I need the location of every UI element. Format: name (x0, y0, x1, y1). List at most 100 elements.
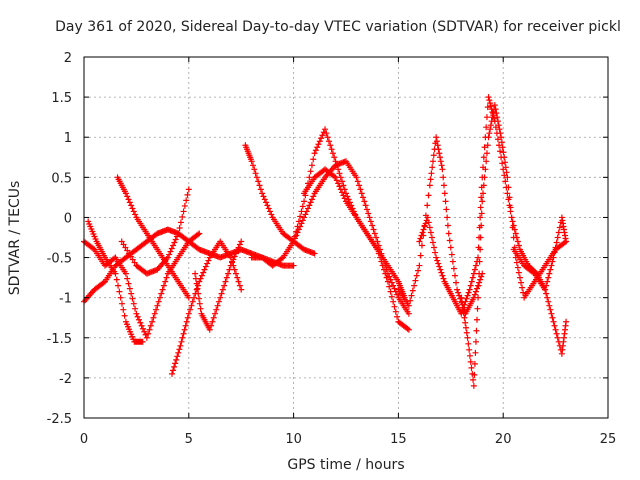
data-point-fill (379, 262, 386, 269)
y-tick-label: 2 (64, 51, 72, 66)
data-point-fill (518, 279, 525, 286)
data-point-fill (465, 289, 472, 296)
data-point (464, 334, 471, 341)
data-point-fill (267, 208, 274, 215)
data-point-fill (509, 218, 516, 225)
y-tick-label: -0.5 (47, 252, 72, 267)
data-point-fill (367, 218, 374, 225)
data-point-fill (366, 214, 373, 221)
data-point-fill (129, 295, 136, 302)
data-point-fill (341, 195, 348, 202)
y-tick-label: -1 (59, 292, 72, 307)
data-point-fill (130, 208, 137, 215)
data-point-fill (520, 289, 527, 296)
data-point-fill (438, 269, 445, 276)
y-tick-label: -2 (59, 372, 72, 387)
data-point-fill (141, 328, 148, 335)
data-point-fill (551, 322, 558, 329)
data-point (426, 182, 433, 189)
data-point-fill (549, 314, 556, 321)
data-point-fill (480, 190, 487, 197)
data-point-fill (320, 129, 327, 136)
data-point-fill (486, 97, 493, 104)
data-point-fill (548, 310, 555, 317)
series-sat-o (510, 214, 570, 293)
data-point-fill (116, 288, 123, 295)
data-point-fill (221, 282, 228, 289)
y-tick-label: 1.5 (51, 91, 72, 106)
data-point-fill (516, 274, 523, 281)
data-point-fill (510, 234, 517, 241)
data-point-fill (371, 230, 378, 237)
data-point-fill (134, 313, 141, 320)
data-point-fill (462, 298, 469, 305)
data-point-fill (257, 186, 264, 193)
data-point-fill (325, 138, 332, 145)
data-point-fill (487, 100, 494, 107)
data-point-fill (440, 275, 447, 282)
data-point-fill (173, 356, 180, 363)
data-point-fill (499, 160, 506, 167)
data-point-fill (487, 126, 494, 133)
x-tick-label: 25 (600, 432, 617, 447)
data-point-fill (483, 114, 490, 121)
data-point-fill (473, 327, 480, 334)
data-point-fill (386, 273, 393, 280)
data-point-fill (394, 313, 401, 320)
data-point-fill (435, 146, 442, 153)
data-point-fill (261, 196, 268, 203)
data-point-fill (120, 306, 127, 313)
data-point-fill (553, 330, 560, 337)
data-point-fill (231, 266, 238, 273)
data-point (439, 166, 446, 173)
data-point (405, 310, 412, 317)
data-point-fill (118, 300, 125, 307)
y-axis-label: SDTVAR / TECUs (7, 181, 23, 296)
data-point-fill (475, 282, 482, 289)
data-point (374, 246, 381, 253)
data-point-fill (477, 214, 484, 221)
data-point (227, 262, 234, 269)
data-point-fill (184, 191, 191, 198)
data-point-fill (139, 325, 146, 332)
data-point-fill (378, 258, 385, 265)
series-sat-n (458, 102, 570, 389)
data-point-fill (167, 248, 174, 255)
data-point-fill (124, 247, 131, 254)
data-point-fill (388, 279, 395, 286)
data-point-fill (544, 294, 551, 301)
data-point-fill (487, 122, 494, 129)
data-point-fill (251, 166, 258, 173)
x-axis-ticks: 0 5 10 15 20 25 (80, 57, 616, 447)
data-point-fill (481, 174, 488, 181)
grid-lines (84, 57, 608, 418)
data-point-fill (307, 168, 314, 175)
data-point-fill (299, 217, 306, 224)
data-point-fill (496, 142, 503, 149)
data-point-fill (184, 314, 191, 321)
data-point (424, 214, 431, 221)
data-point-fill (132, 305, 139, 312)
data-point-fill (466, 346, 473, 353)
data-point-fill (236, 282, 243, 289)
data-point (485, 94, 492, 101)
data-point-fill (471, 291, 478, 298)
data-point-fill (419, 229, 426, 236)
data-point-fill (444, 222, 451, 229)
data-point-fill (340, 192, 347, 199)
data-point-fill (514, 238, 521, 245)
data-point-fill (501, 154, 508, 161)
data-point-fill (231, 253, 238, 260)
data-point-fill (187, 306, 194, 313)
data-point-fill (337, 174, 344, 181)
data-point-fill (408, 292, 415, 299)
data-point-fill (460, 309, 467, 316)
data-point (301, 198, 308, 205)
data-point-fill (323, 130, 330, 137)
data-point-fill (462, 319, 469, 326)
data-point (550, 254, 557, 261)
data-point-fill (554, 334, 561, 341)
series-sat-g (192, 238, 245, 333)
data-point-fill (136, 316, 143, 323)
